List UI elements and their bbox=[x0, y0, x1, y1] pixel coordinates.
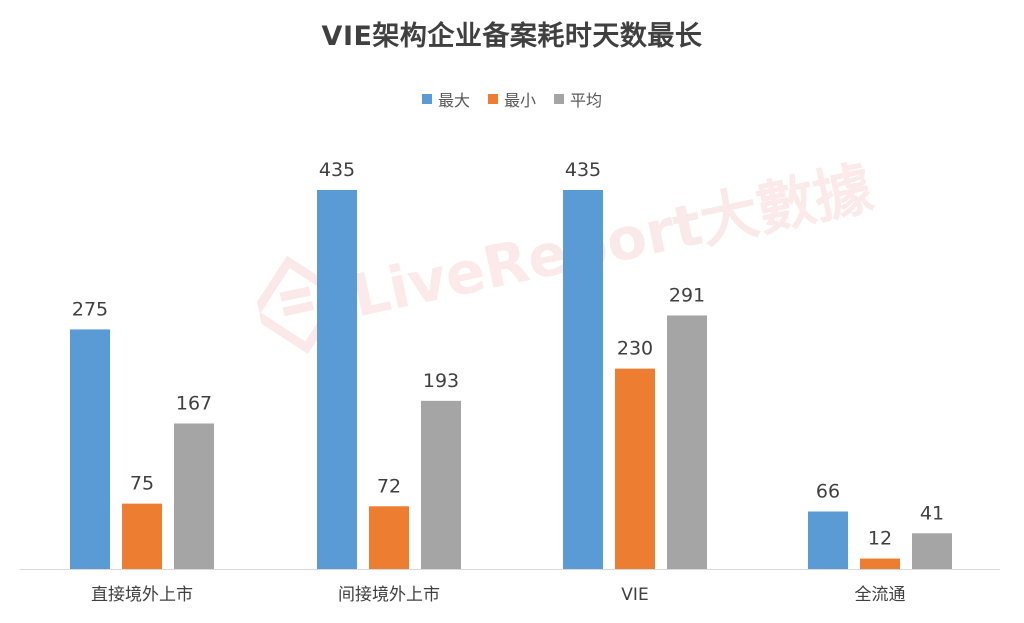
legend-swatch-max bbox=[421, 94, 432, 104]
bar bbox=[563, 190, 603, 569]
x-tick-label: 全流通 bbox=[855, 585, 906, 605]
bar bbox=[369, 506, 409, 569]
bar bbox=[667, 315, 707, 569]
bar bbox=[421, 400, 461, 569]
data-label: 435 bbox=[565, 159, 601, 181]
legend-item-max: 最大 bbox=[421, 87, 470, 111]
data-label: 167 bbox=[176, 392, 212, 414]
legend: 最大 最小 平均 bbox=[0, 87, 1024, 111]
data-label: 275 bbox=[72, 298, 108, 320]
bar bbox=[615, 368, 655, 569]
data-label: 41 bbox=[920, 502, 944, 524]
legend-swatch-min bbox=[487, 94, 498, 104]
legend-label-max: 最大 bbox=[437, 91, 470, 110]
legend-swatch-avg bbox=[554, 94, 564, 104]
bar bbox=[122, 503, 162, 569]
bar bbox=[808, 511, 848, 569]
data-label: 435 bbox=[319, 159, 355, 181]
data-label: 72 bbox=[377, 475, 401, 497]
data-label: 291 bbox=[669, 284, 705, 306]
data-label: 230 bbox=[617, 338, 653, 360]
bar bbox=[174, 423, 214, 569]
data-label: 12 bbox=[868, 528, 892, 550]
bar bbox=[317, 190, 357, 569]
bar bbox=[912, 533, 952, 569]
bar bbox=[860, 558, 900, 569]
legend-label-avg: 平均 bbox=[570, 91, 603, 110]
chart-title: VIE架构企业备案耗时天数最长 bbox=[321, 21, 703, 52]
legend-item-avg: 平均 bbox=[554, 87, 602, 111]
data-label: 66 bbox=[816, 480, 840, 502]
x-tick-label: 间接境外上市 bbox=[338, 585, 440, 605]
x-tick-label: 直接境外上市 bbox=[91, 585, 193, 605]
legend-item-min: 最小 bbox=[487, 87, 536, 111]
data-label: 193 bbox=[423, 370, 459, 392]
legend-label-min: 最小 bbox=[503, 91, 536, 110]
x-tick-label: VIE bbox=[621, 585, 648, 605]
bar bbox=[70, 329, 110, 569]
data-label: 75 bbox=[130, 473, 154, 495]
